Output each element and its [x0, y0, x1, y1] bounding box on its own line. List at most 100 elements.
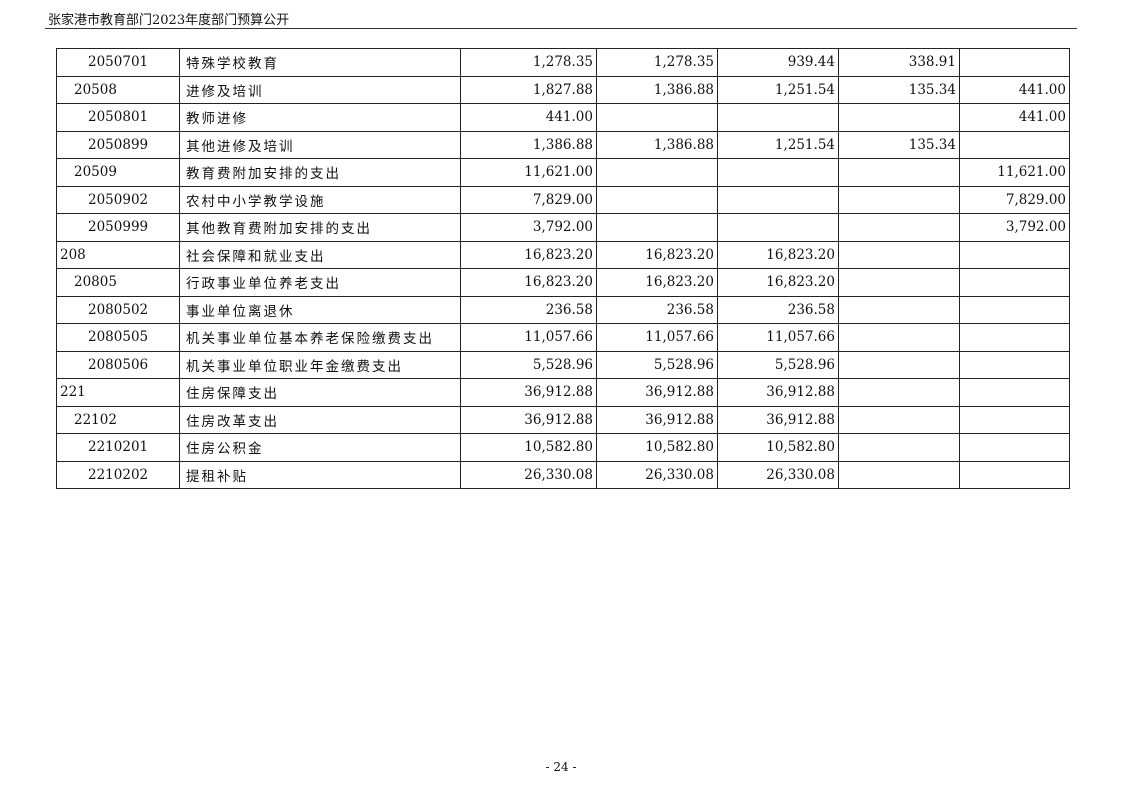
table-row: 22102 住房改革支出 36,912.88 36,912.88 36,912.88 — [56, 405, 1070, 434]
amount-other-funds: 441.00 — [959, 103, 1070, 132]
subject-name: 住房改革支出 — [179, 405, 461, 434]
subject-name: 行政事业单位养老支出 — [179, 268, 461, 297]
subject-name: 社会保障和就业支出 — [179, 240, 461, 269]
subject-code: 20508 — [56, 75, 180, 104]
amount-project-expenditure — [838, 268, 960, 297]
subject-code: 20509 — [56, 158, 180, 187]
amount-total: 26,330.08 — [460, 460, 597, 489]
amount-total: 1,278.35 — [460, 48, 597, 77]
amount-project-expenditure: 135.34 — [838, 130, 960, 159]
amount-project-expenditure — [838, 460, 960, 489]
table-row: 2210202 提租补贴 26,330.08 26,330.08 26,330.08 — [56, 460, 1070, 489]
subject-name: 进修及培训 — [179, 75, 461, 104]
header-divider — [45, 28, 1077, 29]
subject-name: 其他教育费附加安排的支出 — [179, 213, 461, 242]
amount-basic-expenditure: 236.58 — [717, 295, 839, 324]
amount-other-funds — [959, 350, 1070, 379]
subject-code: 2050999 — [56, 213, 180, 242]
subject-code: 208 — [56, 240, 180, 269]
amount-general-budget — [596, 103, 718, 132]
subject-code: 2210201 — [56, 433, 180, 462]
amount-project-expenditure — [838, 350, 960, 379]
table-row: 2050701 特殊学校教育 1,278.35 1,278.35 939.44 338.9… — [56, 48, 1070, 77]
amount-project-expenditure: 338.91 — [838, 48, 960, 77]
subject-code: 2050902 — [56, 185, 180, 214]
amount-general-budget — [596, 213, 718, 242]
amount-general-budget: 1,278.35 — [596, 48, 718, 77]
amount-basic-expenditure: 16,823.20 — [717, 268, 839, 297]
amount-other-funds — [959, 240, 1070, 269]
amount-other-funds: 441.00 — [959, 75, 1070, 104]
amount-total: 236.58 — [460, 295, 597, 324]
table-row: 2080506 机关事业单位职业年金缴费支出 5,528.96 5,528.96 5,5… — [56, 350, 1070, 379]
amount-other-funds: 3,792.00 — [959, 213, 1070, 242]
amount-basic-expenditure: 11,057.66 — [717, 323, 839, 352]
subject-name: 事业单位离退休 — [179, 295, 461, 324]
subject-code: 20805 — [56, 268, 180, 297]
page-header-title: 张家港市教育部门2023年度部门预算公开 — [48, 13, 290, 28]
amount-other-funds — [959, 295, 1070, 324]
amount-basic-expenditure — [717, 213, 839, 242]
amount-other-funds — [959, 268, 1070, 297]
amount-total: 3,792.00 — [460, 213, 597, 242]
amount-project-expenditure — [838, 433, 960, 462]
amount-basic-expenditure: 10,582.80 — [717, 433, 839, 462]
amount-basic-expenditure — [717, 103, 839, 132]
amount-other-funds: 7,829.00 — [959, 185, 1070, 214]
subject-code: 2080502 — [56, 295, 180, 324]
amount-total: 1,827.88 — [460, 75, 597, 104]
amount-other-funds — [959, 323, 1070, 352]
subject-code: 2210202 — [56, 460, 180, 489]
amount-total: 16,823.20 — [460, 240, 597, 269]
amount-other-funds — [959, 433, 1070, 462]
table-row: 20509 教育费附加安排的支出 11,621.00 11,621.00 — [56, 158, 1070, 187]
amount-total: 7,829.00 — [460, 185, 597, 214]
amount-other-funds — [959, 378, 1070, 407]
subject-code: 2050899 — [56, 130, 180, 159]
subject-name: 机关事业单位职业年金缴费支出 — [179, 350, 461, 379]
amount-total: 5,528.96 — [460, 350, 597, 379]
amount-basic-expenditure — [717, 185, 839, 214]
amount-basic-expenditure: 1,251.54 — [717, 130, 839, 159]
amount-general-budget: 11,057.66 — [596, 323, 718, 352]
amount-general-budget: 10,582.80 — [596, 433, 718, 462]
amount-general-budget: 236.58 — [596, 295, 718, 324]
amount-project-expenditure — [838, 158, 960, 187]
amount-other-funds — [959, 460, 1070, 489]
subject-name: 住房保障支出 — [179, 378, 461, 407]
amount-general-budget: 36,912.88 — [596, 405, 718, 434]
amount-other-funds — [959, 405, 1070, 434]
subject-code: 22102 — [56, 405, 180, 434]
amount-general-budget: 1,386.88 — [596, 75, 718, 104]
amount-other-funds — [959, 130, 1070, 159]
amount-basic-expenditure: 939.44 — [717, 48, 839, 77]
amount-total: 11,057.66 — [460, 323, 597, 352]
amount-other-funds — [959, 48, 1070, 77]
amount-general-budget — [596, 185, 718, 214]
amount-basic-expenditure: 26,330.08 — [717, 460, 839, 489]
table-row: 20805 行政事业单位养老支出 16,823.20 16,823.20 16,823.… — [56, 268, 1070, 297]
amount-project-expenditure — [838, 213, 960, 242]
amount-basic-expenditure: 36,912.88 — [717, 378, 839, 407]
amount-total: 16,823.20 — [460, 268, 597, 297]
amount-project-expenditure — [838, 323, 960, 352]
amount-basic-expenditure: 36,912.88 — [717, 405, 839, 434]
subject-name: 农村中小学教学设施 — [179, 185, 461, 214]
amount-project-expenditure — [838, 295, 960, 324]
amount-basic-expenditure — [717, 158, 839, 187]
amount-project-expenditure: 135.34 — [838, 75, 960, 104]
budget-table: 2050701 特殊学校教育 1,278.35 1,278.35 939.44 338.9… — [56, 48, 1070, 489]
page-number: - 24 - — [545, 760, 577, 774]
subject-code: 2080505 — [56, 323, 180, 352]
subject-name: 教育费附加安排的支出 — [179, 158, 461, 187]
amount-total: 36,912.88 — [460, 378, 597, 407]
amount-project-expenditure — [838, 378, 960, 407]
subject-name: 其他进修及培训 — [179, 130, 461, 159]
table-row: 2050902 农村中小学教学设施 7,829.00 7,829.00 — [56, 185, 1070, 214]
amount-project-expenditure — [838, 240, 960, 269]
table-row: 2050801 教师进修 441.00 441.00 — [56, 103, 1070, 132]
table-row: 2050999 其他教育费附加安排的支出 3,792.00 3,792.00 — [56, 213, 1070, 242]
table-row: 2080502 事业单位离退休 236.58 236.58 236.58 — [56, 295, 1070, 324]
amount-total: 36,912.88 — [460, 405, 597, 434]
